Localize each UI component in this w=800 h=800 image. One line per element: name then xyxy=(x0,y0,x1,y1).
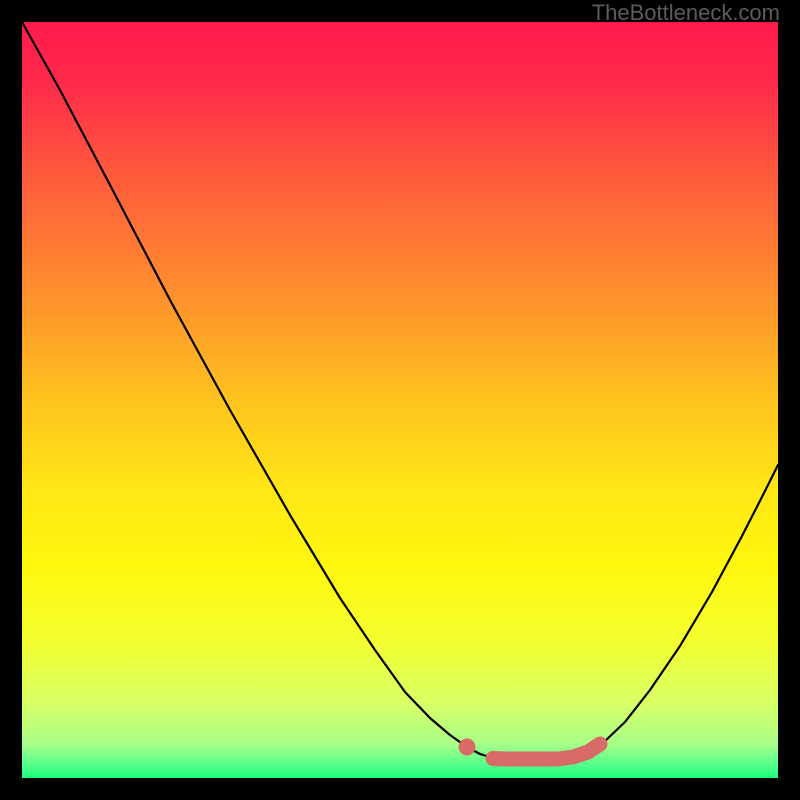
plot-background xyxy=(22,22,778,778)
watermark-text: TheBottleneck.com xyxy=(592,0,780,26)
bottleneck-chart xyxy=(0,0,800,800)
chart-frame: TheBottleneck.com xyxy=(0,0,800,800)
optimal-point-marker xyxy=(459,739,476,756)
